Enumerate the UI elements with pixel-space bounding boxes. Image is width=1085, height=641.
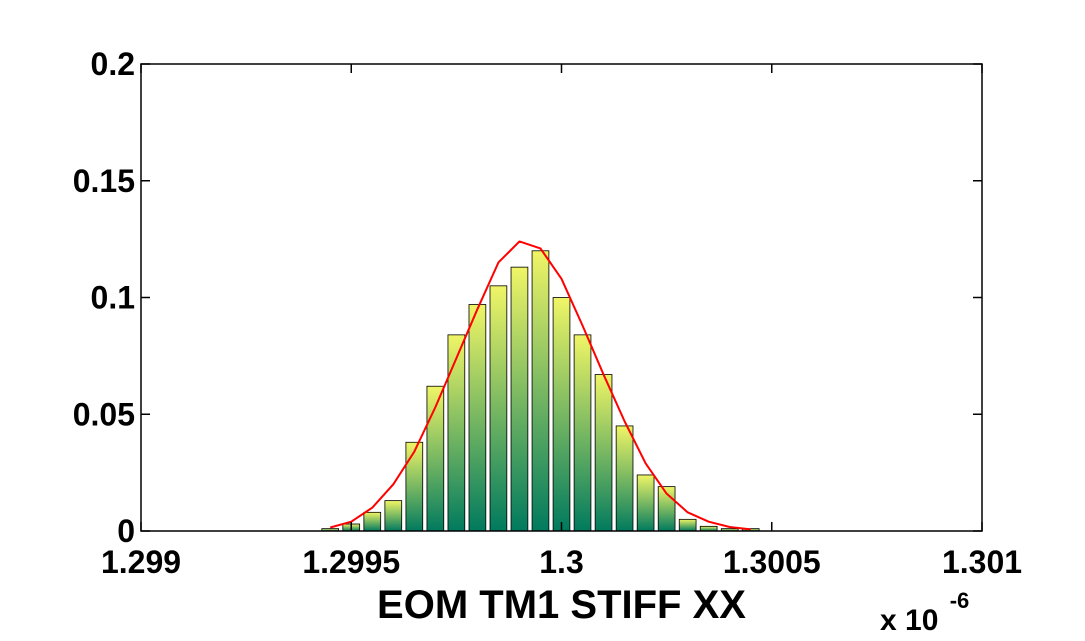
histogram-bar: [510, 266, 529, 532]
y-tick-label: 0.1: [91, 280, 135, 316]
histogram-bar: [489, 285, 508, 532]
histogram-bar: [531, 250, 550, 532]
x-tick-label: 1.299: [101, 544, 181, 580]
x-axis-tick-labels: 1.299 1.2995 1.3 1.3005 1.301: [101, 544, 1022, 580]
x-axis-multiplier: x 10 -6: [880, 588, 969, 637]
fit-curve-line: [329, 240, 751, 531]
y-tick-label: 0.2: [91, 46, 135, 82]
histogram-bar: [468, 304, 487, 532]
x-tick-label: 1.301: [942, 544, 1022, 580]
x-tick-label: 1.3: [539, 544, 583, 580]
x-axis-multiplier-base: x 10: [880, 604, 938, 637]
histogram-bar: [552, 297, 571, 532]
histogram-bar: [384, 500, 403, 532]
x-tick-label: 1.2995: [302, 544, 400, 580]
y-tick-label: 0.05: [73, 396, 135, 432]
y-tick-label: 0: [117, 513, 135, 549]
axis-ticks: [140, 63, 983, 532]
histogram-bar: [447, 334, 466, 532]
histogram-bars: [321, 250, 760, 532]
histogram-bar: [573, 334, 592, 532]
y-tick-label: 0.15: [73, 163, 135, 199]
x-axis-multiplier-exponent: -6: [950, 588, 970, 613]
histogram-bar: [405, 441, 424, 532]
x-axis-title: EOM TM1 STIFF XX: [377, 583, 746, 627]
histogram-bar: [636, 474, 655, 532]
histogram-bar: [363, 511, 382, 532]
x-tick-label: 1.3005: [723, 544, 821, 580]
histogram-bar: [594, 374, 613, 532]
histogram-bar: [615, 425, 634, 532]
y-axis-tick-labels: 0 0.05 0.1 0.15 0.2: [73, 46, 135, 549]
fit-curve-layer: [329, 240, 751, 531]
histogram-bar: [678, 518, 697, 532]
